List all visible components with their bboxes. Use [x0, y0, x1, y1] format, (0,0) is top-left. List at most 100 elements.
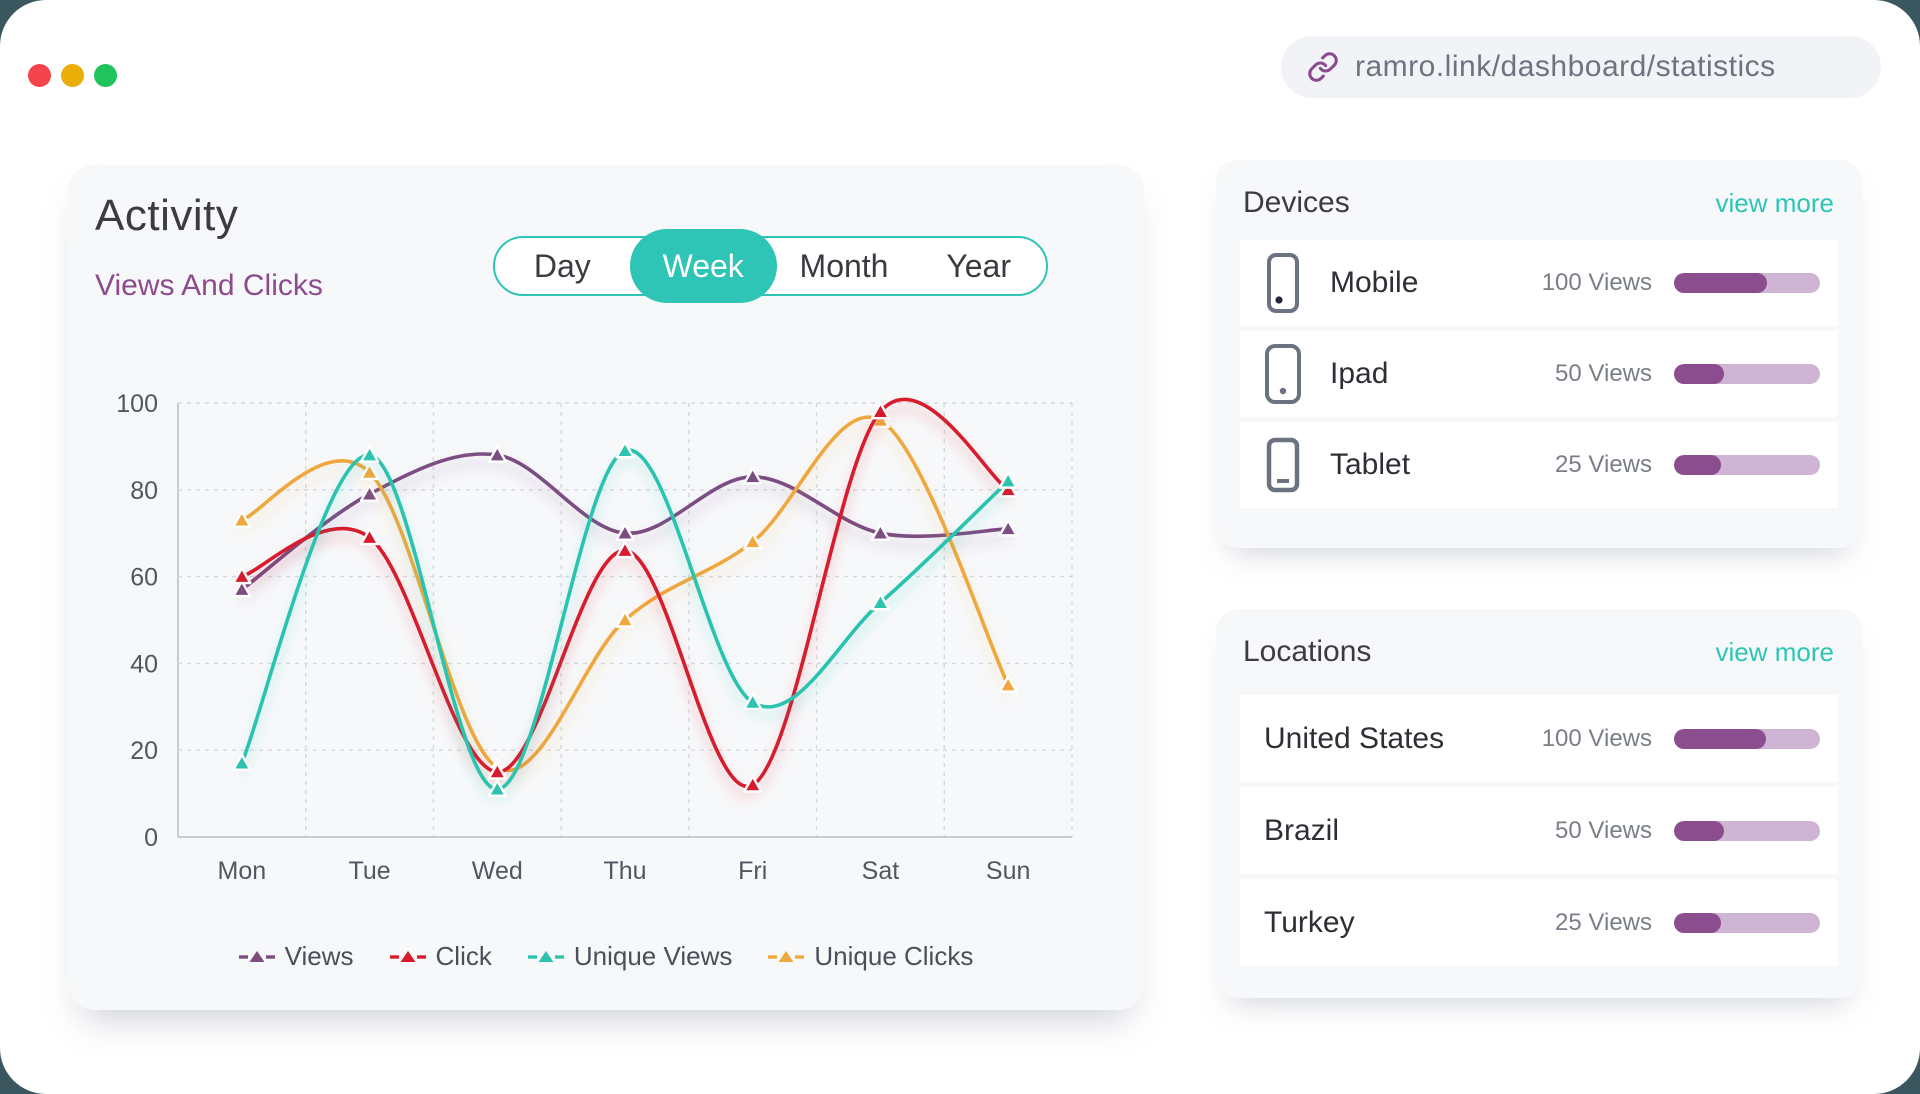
data-point-marker — [232, 566, 252, 585]
data-point-marker — [615, 523, 635, 541]
data-point-marker — [487, 445, 507, 463]
period-tabs: Day Week Month Year — [493, 229, 1048, 303]
locations-panel: Locations view more United States 100 Vi… — [1216, 609, 1862, 998]
x-axis-tick-label: Tue — [348, 857, 390, 885]
x-axis-tick-label: Wed — [472, 857, 523, 885]
progress-bar — [1674, 364, 1820, 384]
series-views — [232, 445, 1018, 598]
data-point-marker — [359, 484, 380, 502]
legend-marker-icon — [527, 950, 564, 962]
device-row-tablet[interactable]: Tablet 25 Views — [1240, 422, 1838, 508]
mobile-icon — [1264, 252, 1302, 314]
legend-item-click[interactable]: Click — [389, 941, 492, 972]
ipad-icon — [1264, 343, 1302, 405]
location-row-united-states[interactable]: United States 100 Views — [1240, 695, 1838, 782]
y-axis-tick-label: 0 — [144, 824, 158, 852]
data-point-marker — [870, 523, 891, 541]
url-bar[interactable]: ramro.link/dashboard/statistics — [1281, 36, 1881, 98]
data-point-marker — [232, 579, 252, 598]
chart-subtitle: Views And Clicks — [95, 269, 323, 302]
x-axis-tick-label: Sat — [862, 857, 900, 885]
progress-fill — [1674, 455, 1721, 475]
legend-item-unique-clicks[interactable]: Unique Clicks — [768, 941, 973, 972]
data-point-marker — [743, 692, 763, 711]
progress-fill — [1674, 273, 1768, 293]
data-point-marker — [232, 753, 252, 771]
device-row-ipad[interactable]: Ipad 50 Views — [1240, 331, 1838, 417]
data-point-marker — [359, 445, 380, 463]
y-axis-tick-label: 60 — [130, 564, 158, 592]
devices-title: Devices — [1243, 186, 1350, 219]
location-views: 25 Views — [1555, 908, 1652, 936]
progress-bar — [1674, 273, 1820, 293]
device-views: 100 Views — [1541, 269, 1652, 296]
data-point-marker — [998, 471, 1018, 489]
device-views: 25 Views — [1555, 451, 1652, 478]
page-title: Activity — [95, 191, 239, 240]
progress-bar — [1674, 728, 1820, 749]
location-label: United States — [1264, 721, 1445, 755]
x-axis-tick-label: Sun — [986, 857, 1030, 885]
progress-fill — [1674, 364, 1724, 384]
device-row-mobile[interactable]: Mobile 100 Views — [1240, 240, 1838, 326]
data-point-marker — [743, 775, 763, 793]
legend-label: Views — [284, 941, 354, 971]
data-point-marker — [615, 441, 635, 459]
location-label: Brazil — [1264, 813, 1340, 847]
progress-fill — [1674, 728, 1766, 749]
legend-label: Click — [435, 941, 492, 971]
legend-label: Unique Views — [573, 941, 733, 971]
data-point-marker — [487, 762, 507, 780]
link-icon — [1308, 52, 1338, 82]
locations-view-more-link[interactable]: view more — [1715, 636, 1834, 667]
activity-card: Activity Views And Clicks Day Week Month… — [68, 165, 1144, 1010]
tab-week[interactable]: Week — [629, 229, 777, 303]
device-label: Ipad — [1330, 357, 1389, 390]
legend-marker-icon — [389, 950, 426, 962]
devices-panel: Devices view more Mobile 100 Views — [1216, 160, 1862, 548]
x-axis-tick-label: Mon — [218, 857, 267, 885]
data-point-marker — [359, 462, 380, 481]
tab-day[interactable]: Day — [533, 248, 591, 284]
location-row-brazil[interactable]: Brazil 50 Views — [1240, 787, 1838, 874]
x-axis-tick-label: Thu — [603, 857, 646, 885]
device-label: Mobile — [1330, 266, 1419, 299]
progress-bar — [1674, 820, 1820, 841]
data-point-marker — [870, 592, 891, 611]
location-views: 50 Views — [1555, 816, 1652, 844]
data-point-marker — [232, 510, 252, 528]
tab-month[interactable]: Month — [799, 248, 889, 284]
location-row-turkey[interactable]: Turkey 25 Views — [1240, 879, 1838, 966]
url-text: ramro.link/dashboard/statistics — [1355, 50, 1776, 83]
legend-item-unique-views[interactable]: Unique Views — [527, 941, 733, 972]
legend-marker-icon — [768, 950, 805, 962]
data-point-marker — [743, 532, 763, 550]
tablet-icon — [1264, 436, 1302, 494]
devices-view-more-link[interactable]: view more — [1715, 187, 1834, 218]
legend-marker-icon — [238, 950, 275, 962]
series-click — [232, 397, 1018, 793]
close-button[interactable] — [28, 64, 51, 87]
data-point-marker — [743, 467, 763, 485]
device-label: Tablet — [1330, 448, 1411, 481]
y-axis-tick-label: 40 — [130, 650, 158, 678]
y-axis-tick-label: 100 — [116, 390, 158, 418]
tab-year[interactable]: Year — [946, 248, 1011, 284]
maximize-button[interactable] — [94, 64, 117, 87]
location-views: 100 Views — [1541, 724, 1652, 752]
progress-bar — [1674, 912, 1820, 933]
data-point-marker — [615, 540, 635, 559]
window-controls — [28, 64, 117, 87]
x-axis-tick-label: Fri — [738, 857, 767, 885]
data-point-marker — [998, 675, 1018, 693]
chart-legend: Views Click Unique Views Unique Clicks — [68, 941, 1144, 972]
activity-chart: 0 20 40 60 80 100 Mon Tue Wed Thu Fri Sat Sun — [116, 390, 1073, 885]
data-point-marker — [359, 527, 380, 546]
legend-label: Unique Clicks — [814, 941, 974, 971]
location-label: Turkey — [1264, 905, 1355, 939]
minimize-button[interactable] — [61, 64, 84, 87]
series-unique-views — [232, 441, 1018, 797]
y-axis-tick-label: 80 — [130, 477, 158, 505]
legend-item-views[interactable]: Views — [238, 941, 354, 972]
